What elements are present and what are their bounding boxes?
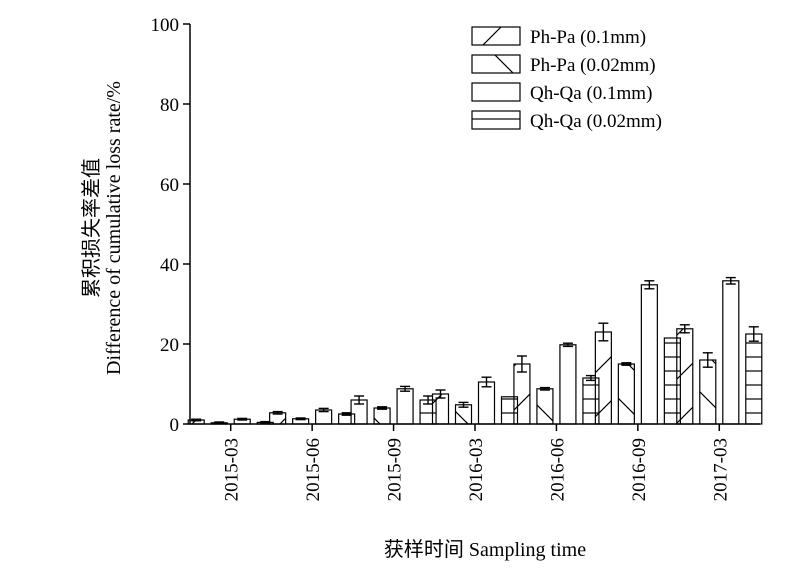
legend-swatch [471, 26, 521, 46]
error-bar [621, 362, 632, 366]
legend-swatch [471, 54, 521, 74]
error-bar [400, 385, 411, 392]
error-bar [458, 401, 469, 408]
error-bar [679, 324, 690, 334]
bar-none [477, 381, 496, 425]
legend-label: Ph-Pa (0.1mm) [530, 27, 646, 48]
y-axis-title-en: Difference of cumulative loss rate/% [103, 81, 125, 375]
error-bar [748, 326, 759, 342]
x-tick-label: 2015-06 [303, 438, 324, 501]
error-bar [237, 417, 248, 421]
error-bar [644, 280, 655, 290]
bar-horizontal [745, 333, 763, 425]
x-tick-label: 2016-09 [629, 438, 650, 501]
legend-label: Qh-Qa (0.1mm) [530, 83, 652, 104]
error-bar [272, 410, 283, 415]
error-bar [318, 407, 329, 413]
error-bar [341, 412, 352, 416]
y-tick-label: 80 [160, 95, 179, 116]
bar-none [640, 284, 658, 425]
x-tick-label: 2015-03 [222, 438, 243, 501]
plot-area [187, 276, 763, 425]
bar-diag-down [617, 363, 635, 425]
error-bar [481, 376, 492, 388]
error-bar [725, 276, 736, 285]
y-tick-label: 100 [151, 15, 180, 36]
y-tick-label: 40 [160, 255, 179, 276]
x-tick-label: 2015-09 [385, 438, 406, 501]
error-bar [585, 374, 596, 382]
bar-diag-up [676, 328, 694, 425]
y-tick-label: 20 [160, 335, 179, 356]
legend-label: Qh-Qa (0.02mm) [530, 111, 662, 132]
bar-diag-down [373, 407, 391, 425]
error-bar [191, 418, 202, 422]
y-axis-title-cn: 累积损失率差值 [80, 158, 103, 298]
error-bar [539, 386, 550, 391]
error-bar [354, 395, 365, 405]
bar-diag-down [699, 359, 717, 425]
error-bar [598, 322, 609, 342]
bar-diag-down [536, 388, 554, 425]
y-tick-label: 0 [170, 415, 180, 436]
legend: Ph-Pa (0.1mm) Ph-Pa (0.02mm) Qh-Qa (0.1mm)… [471, 26, 662, 132]
bar-none [396, 388, 414, 425]
bar-diag-up [594, 331, 612, 425]
bar-none [722, 280, 740, 425]
legend-label: Ph-Pa (0.02mm) [530, 55, 656, 76]
error-bar [260, 420, 271, 424]
x-axis-title: 获样时间 Sampling time [384, 538, 586, 561]
x-tick-label: 2016-03 [466, 438, 487, 501]
error-bar [516, 355, 527, 373]
error-bar [562, 342, 573, 348]
x-tick-label: 2017-03 [710, 438, 731, 501]
error-bar [377, 406, 388, 410]
bar-diag-up [513, 363, 531, 425]
error-bar [423, 395, 434, 405]
axes: 0 20 40 60 80 100 2015-03 2015-06 2015-09 2016-03… [151, 15, 760, 501]
x-tick-label: 2016-06 [547, 438, 568, 501]
error-bar [702, 352, 713, 368]
error-bar [295, 417, 306, 421]
y-tick-label: 60 [160, 175, 179, 196]
bar-none [559, 344, 577, 425]
legend-swatch [471, 82, 521, 102]
error-bar [435, 389, 446, 399]
legend-swatch [471, 110, 521, 130]
